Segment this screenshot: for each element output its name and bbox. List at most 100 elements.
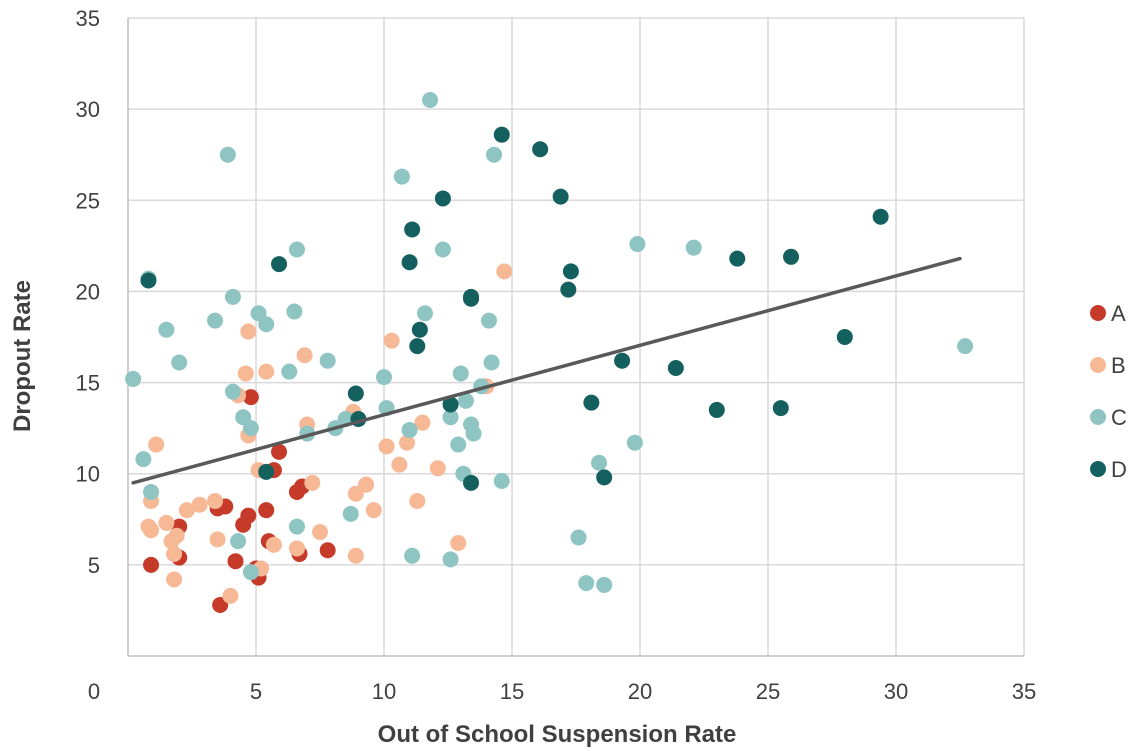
data-point-c	[288, 241, 305, 258]
data-point-c	[442, 409, 459, 426]
x-tick-label: 0	[88, 679, 100, 704]
data-point-d	[411, 321, 428, 338]
data-point-c	[286, 303, 303, 320]
data-point-b	[178, 502, 195, 519]
data-point-c	[486, 146, 503, 163]
data-point-d	[552, 188, 569, 205]
data-point-d	[434, 190, 451, 207]
data-point-a	[240, 507, 257, 524]
data-point-b	[209, 531, 226, 548]
data-point-c	[422, 92, 439, 109]
x-axis-title: Out of School Suspension Rate	[378, 721, 737, 748]
data-point-c	[416, 305, 433, 322]
data-point-b	[166, 571, 183, 588]
data-point-b	[240, 323, 257, 340]
data-points	[125, 92, 974, 613]
data-point-b	[383, 332, 400, 349]
data-point-c	[376, 369, 392, 386]
data-point-b	[207, 493, 224, 510]
y-tick-label: 20	[76, 279, 100, 304]
data-point-d	[708, 401, 725, 418]
legend: A B C D	[1090, 301, 1127, 482]
data-point-b	[143, 522, 160, 539]
data-point-b	[365, 502, 382, 519]
data-point-b	[191, 496, 208, 513]
data-point-c	[434, 241, 451, 258]
data-point-d	[596, 469, 613, 486]
data-point-b	[399, 434, 416, 451]
y-tick-label: 35	[76, 6, 100, 31]
data-point-c	[401, 421, 418, 438]
data-point-b	[378, 438, 395, 455]
data-point-c	[957, 338, 974, 355]
data-point-c	[626, 434, 643, 451]
data-point-d	[614, 352, 631, 369]
legend-marker-c	[1090, 409, 1106, 425]
data-point-b	[237, 365, 254, 382]
data-point-d	[404, 221, 421, 238]
y-axis-title: Dropout Rate	[9, 280, 36, 432]
data-point-d	[463, 474, 480, 491]
data-point-d	[562, 263, 579, 280]
data-point-c	[596, 576, 613, 593]
data-point-c	[258, 316, 275, 333]
data-point-b	[429, 460, 446, 477]
data-point-a	[212, 596, 229, 613]
y-tick-label: 25	[76, 188, 100, 213]
data-point-c	[224, 383, 241, 400]
data-point-a	[227, 553, 244, 570]
y-tick-label: 10	[76, 462, 100, 487]
data-point-b	[158, 514, 175, 531]
data-point-d	[409, 338, 426, 355]
data-point-c	[288, 518, 305, 535]
data-point-c	[158, 321, 175, 338]
data-point-c	[242, 420, 259, 437]
data-point-b	[347, 547, 364, 564]
data-point-d	[532, 141, 549, 158]
data-point-d	[442, 396, 459, 413]
x-tick-label: 35	[1012, 679, 1036, 704]
data-point-b	[347, 485, 364, 502]
data-point-b	[222, 587, 239, 604]
data-point-c	[465, 425, 482, 442]
data-point-b	[496, 263, 513, 280]
x-axis-ticks: 0 5 10 15 20 25 30 35	[88, 679, 1036, 704]
data-point-b	[304, 474, 321, 491]
data-point-a	[258, 502, 275, 519]
data-point-c	[442, 551, 459, 568]
x-tick-label: 25	[756, 679, 780, 704]
data-point-b	[414, 414, 431, 431]
data-point-c	[125, 370, 142, 387]
data-point-d	[729, 250, 746, 267]
data-point-c	[404, 547, 421, 564]
data-point-c	[319, 352, 336, 369]
data-point-c	[685, 239, 702, 256]
data-point-a	[271, 443, 288, 460]
data-point-d	[783, 248, 800, 265]
data-point-b	[148, 436, 165, 453]
data-point-d	[347, 385, 364, 402]
data-point-c	[207, 312, 224, 329]
data-point-d	[271, 256, 288, 273]
data-point-c	[342, 505, 359, 522]
data-point-d	[493, 126, 510, 143]
legend-marker-d	[1090, 461, 1106, 477]
data-point-d	[463, 290, 480, 307]
x-tick-label: 5	[250, 679, 262, 704]
data-point-c	[143, 483, 160, 500]
data-point-b	[409, 493, 426, 510]
data-point-c	[281, 363, 298, 380]
legend-label-a: A	[1111, 301, 1126, 326]
y-tick-label: 15	[76, 371, 100, 396]
data-point-a	[319, 542, 336, 559]
data-point-d	[667, 359, 684, 376]
data-point-b	[358, 476, 375, 493]
data-point-c	[570, 529, 587, 546]
x-tick-label: 30	[884, 679, 908, 704]
legend-marker-b	[1090, 357, 1106, 373]
trendline-group	[131, 256, 962, 485]
data-point-b	[391, 456, 408, 473]
grid-lines	[128, 17, 1025, 656]
data-point-c	[629, 236, 646, 253]
